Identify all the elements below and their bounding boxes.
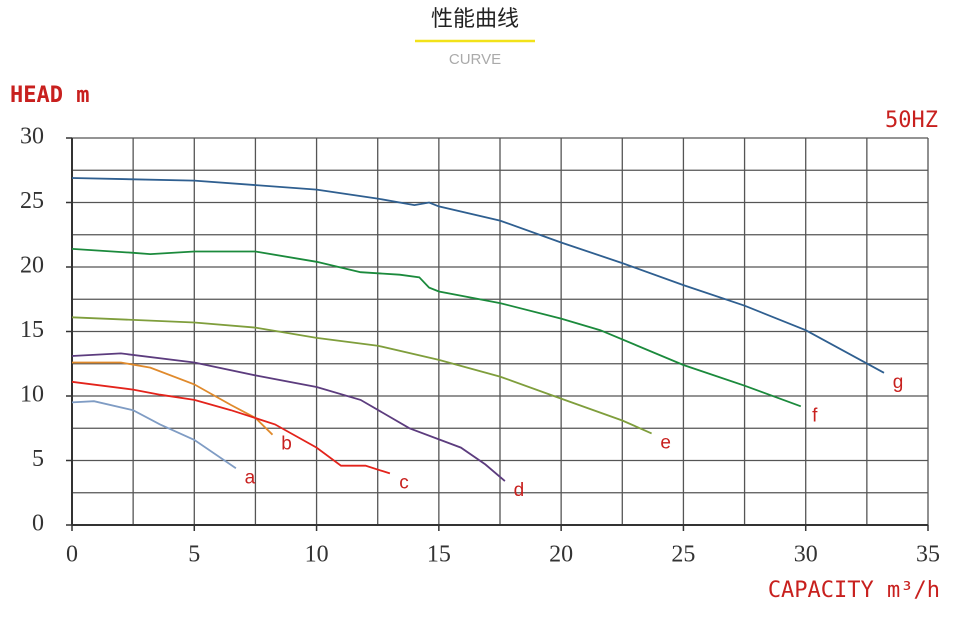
x-tick-label: 5 (188, 542, 200, 568)
series-label: a (245, 467, 256, 488)
y-tick-label: 5 (32, 446, 44, 472)
series-line (71, 248, 802, 408)
series-label: b (281, 434, 292, 455)
frequency-label: 50HZ (885, 108, 938, 133)
y-tick-label: 15 (20, 317, 44, 343)
x-tick-label: 35 (916, 542, 940, 568)
y-tick-label: 20 (20, 253, 44, 279)
series-label: g (893, 372, 904, 393)
page-subtitle: CURVE (449, 51, 501, 68)
y-tick-label: 0 (32, 511, 44, 537)
x-tick-label: 10 (305, 542, 329, 568)
series-label: d (514, 480, 525, 501)
y-tick-label: 25 (20, 188, 44, 214)
series-line (71, 352, 506, 482)
series-line (71, 177, 885, 374)
series-line (71, 380, 391, 475)
y-tick-label: 10 (20, 382, 44, 408)
y-tick-label: 30 (20, 124, 44, 150)
page-title: 性能曲线 (431, 7, 519, 32)
x-tick-label: 25 (671, 542, 695, 568)
x-axis-label: CAPACITY m³/h (768, 578, 940, 603)
x-tick-label: 0 (66, 542, 78, 568)
x-tick-label: 15 (427, 542, 451, 568)
series-label: e (660, 432, 671, 453)
x-tick-label: 20 (549, 542, 573, 568)
series-label: f (812, 405, 818, 426)
series-label: c (399, 472, 409, 493)
y-axis-label: HEAD m (10, 83, 89, 108)
series-line (71, 316, 652, 435)
x-tick-label: 30 (794, 542, 818, 568)
series-line (71, 400, 237, 469)
